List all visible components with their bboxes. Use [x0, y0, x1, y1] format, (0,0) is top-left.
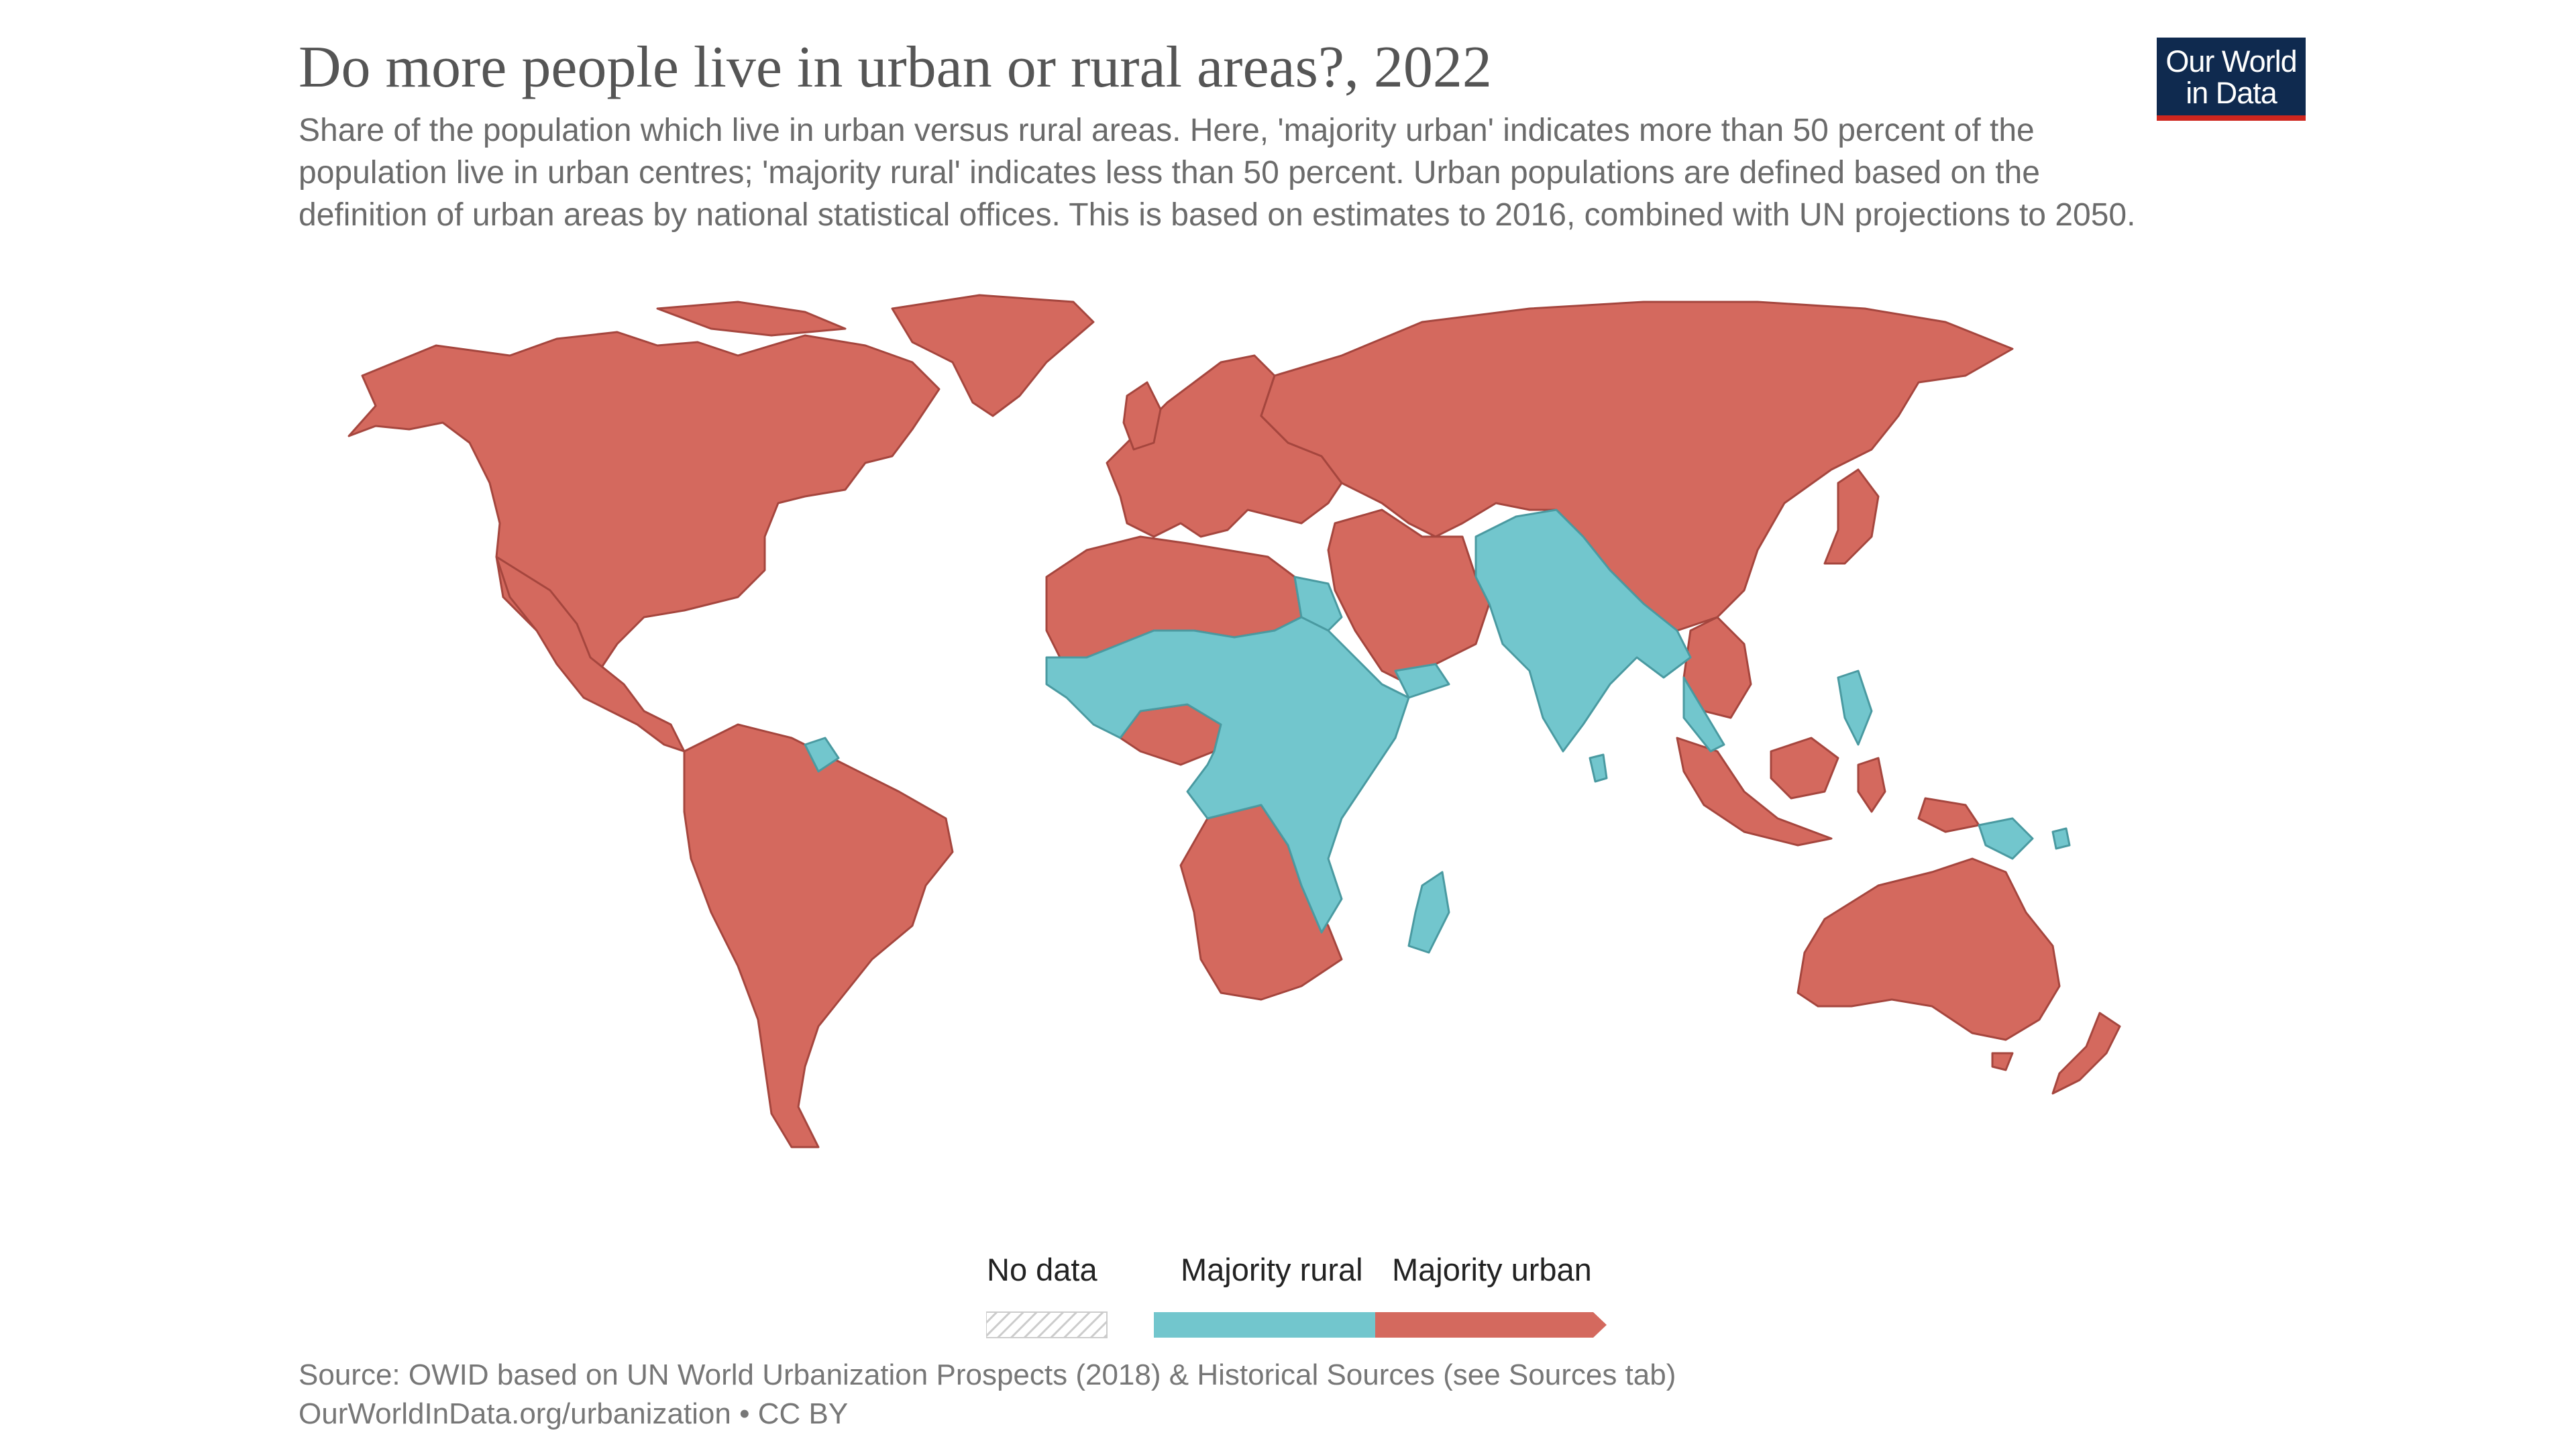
- region-pacific-islands[interactable]: [2051, 827, 2071, 850]
- region-greenland[interactable]: [891, 294, 1095, 417]
- source-note: Source: OWID based on UN World Urbanizat…: [299, 1358, 1676, 1391]
- legend-swatch-majority-rural[interactable]: [1154, 1312, 1375, 1338]
- region-borneo[interactable]: [1770, 737, 1839, 800]
- footer-link[interactable]: OurWorldInData.org/urbanization • CC BY: [299, 1397, 849, 1430]
- rural-regions: [804, 508, 2071, 954]
- region-north-america[interactable]: [347, 331, 941, 686]
- region-egypt[interactable]: [1293, 576, 1343, 632]
- region-new-guinea-west[interactable]: [1917, 797, 1980, 833]
- region-tasmania[interactable]: [1991, 1052, 2014, 1071]
- legend-bar: [986, 1311, 1607, 1338]
- region-philippines[interactable]: [1837, 669, 1873, 746]
- region-middle-east[interactable]: [1327, 508, 1491, 686]
- urban-regions: [347, 294, 2121, 1148]
- region-australia[interactable]: [1796, 857, 2061, 1041]
- legend-swatch-no-data[interactable]: [986, 1311, 1108, 1338]
- region-madagascar[interactable]: [1407, 871, 1450, 954]
- region-new-zealand[interactable]: [2051, 1012, 2121, 1095]
- region-russia-asia[interactable]: [1260, 301, 2014, 632]
- region-japan[interactable]: [1823, 468, 1880, 565]
- region-south-asia[interactable]: [1474, 508, 1692, 753]
- region-south-america[interactable]: [683, 723, 954, 1148]
- legend-label-majority-urban: Majority urban: [1392, 1252, 1592, 1287]
- legend-label-no-data: No data: [987, 1252, 1097, 1287]
- chart-subtitle: Share of the population which live in ur…: [299, 113, 2136, 233]
- world-map: [347, 294, 2121, 1148]
- region-yemen[interactable]: [1394, 663, 1450, 699]
- legend-swatch-majority-urban[interactable]: [1375, 1312, 1607, 1338]
- region-sri-lanka[interactable]: [1589, 753, 1608, 783]
- region-guyana[interactable]: [804, 737, 840, 773]
- region-central-america[interactable]: [495, 555, 686, 753]
- region-myanmar[interactable]: [1682, 676, 1725, 753]
- legend-label-majority-rural: Majority rural: [1181, 1252, 1363, 1287]
- logo-line-2: in Data: [2186, 76, 2277, 110]
- region-europe[interactable]: [1106, 354, 1343, 538]
- region-sulawesi[interactable]: [1857, 757, 1886, 813]
- region-uk[interactable]: [1122, 381, 1162, 451]
- region-sahel-east-africa[interactable]: [1045, 576, 1410, 934]
- chart-title: Do more people live in urban or rural ar…: [299, 35, 1492, 100]
- region-papua-new-guinea[interactable]: [1978, 817, 2034, 860]
- logo-line-1: Our World: [2165, 44, 2297, 78]
- region-arctic-islands[interactable]: [656, 301, 847, 337]
- region-malaysia-indonesia[interactable]: [1676, 737, 1833, 847]
- owid-logo[interactable]: Our World in Data: [2157, 38, 2306, 121]
